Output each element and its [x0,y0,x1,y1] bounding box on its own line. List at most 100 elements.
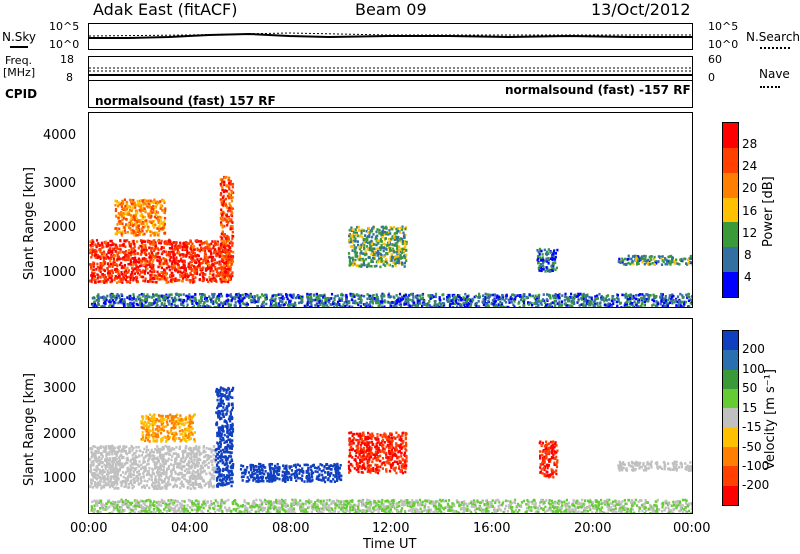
echo-cell [212,276,215,279]
cpid-right-text: normalsound (fast) -157 RF [505,83,691,97]
power-cbar-tick-28: 28 [742,137,758,151]
echo-cell [150,206,153,209]
echo-cell [126,254,129,258]
echo-cell [158,262,161,265]
echo-cell [315,296,318,299]
echo-cell [229,227,232,231]
echo-cell [128,297,131,301]
echo-cell [231,196,234,199]
echo-cell [127,467,130,471]
echo-cell [549,305,552,307]
echo-cell [96,482,99,485]
echo-cell [149,210,152,213]
echo-cell [360,301,363,305]
echo-cell [230,263,233,266]
echo-cell [487,293,490,296]
echo-cell [229,295,233,298]
echo-cell [112,302,115,305]
echo-cell [390,227,393,231]
echo-cell [207,447,211,451]
echo-cell [675,298,678,302]
echo-cell [104,260,107,264]
echo-cell [126,266,129,270]
echo-cell [195,477,199,480]
echo-cell [553,299,556,303]
echo-cell [400,228,403,231]
echo-cell [581,293,584,297]
echo-cell [396,245,399,248]
echo-cell [227,269,230,273]
echo-cell [123,273,126,277]
echo-cell [438,305,441,307]
echo-cell [355,264,358,267]
echo-cell [243,296,246,299]
echo-cell [157,468,160,472]
echo-cell [100,305,103,307]
velocity-ylabel: Slant Range [km] [22,373,37,486]
echo-cell [191,245,194,249]
echo-cell [173,485,176,488]
echo-cell [118,456,121,460]
echo-cell [139,253,142,256]
echo-cell [227,196,230,199]
echo-cell [155,252,158,256]
echo-cell [588,295,591,299]
echo-cell [210,477,213,480]
echo-cell [473,295,476,299]
echo-cell [651,298,654,302]
echo-cell [161,246,164,249]
echo-cell [459,302,462,306]
echo-cell [162,211,165,214]
echo-cell [223,264,226,268]
echo-cell [173,303,176,307]
colorbar-segment [723,172,738,199]
power-plot [88,112,693,308]
echo-cell [231,256,234,260]
echo-cell [363,244,366,247]
echo-cell [554,255,557,259]
echo-cell [592,305,596,307]
echo-cell [101,255,104,258]
echo-cell [192,245,196,248]
echo-cell [567,299,570,303]
echo-cell [621,261,625,265]
echo-cell [542,261,545,265]
echo-cell [228,241,231,245]
echo-cell [122,475,125,479]
echo-cell [619,259,622,262]
echo-cell [144,295,147,298]
echo-cell [592,304,595,307]
echo-cell [117,301,120,305]
echo-cell [111,450,114,454]
echo-cell [503,305,506,307]
echo-cell [222,200,225,203]
echo-cell [527,301,530,304]
echo-cell [628,306,631,307]
echo-cell [124,278,127,282]
echo-cell [587,301,590,305]
echo-cell [602,298,605,301]
echo-cell [188,252,191,256]
echo-cell [196,248,199,252]
echo-cell [589,303,592,307]
echo-cell [558,302,561,305]
echo-cell [381,296,384,299]
echo-cell [150,478,153,482]
echo-cell [223,183,226,187]
echo-cell [181,456,184,460]
echo-cell [132,295,136,299]
echo-cell [212,246,215,250]
echo-cell [147,470,150,473]
echo-cell [486,304,490,307]
echo-cell [140,454,144,457]
echo-cell [223,250,226,253]
echo-cell [540,303,543,306]
echo-cell [218,299,221,302]
echo-cell [265,295,268,299]
echo-cell [648,255,651,259]
echo-cell [93,484,96,487]
echo-cell [213,305,216,307]
echo-cell [105,245,108,248]
echo-cell [655,262,658,265]
echo-cell [661,255,664,258]
